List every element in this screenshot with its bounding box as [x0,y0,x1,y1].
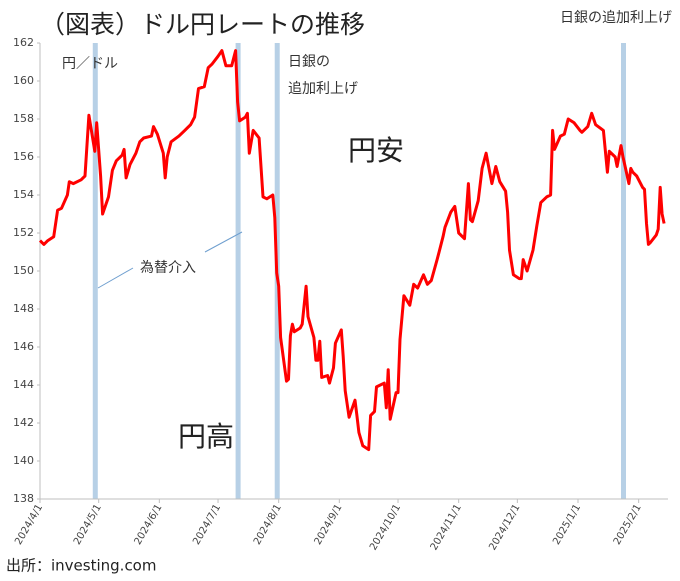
price-line [38,49,666,452]
chart-title: （図表）ドル円レートの推移 [40,10,365,39]
y-tick-label: 156 [13,150,34,163]
x-tick-label: 2024/5/1 [72,503,104,547]
y-tick-label: 142 [13,416,34,429]
y-tick-label: 138 [13,492,34,505]
x-tick-label: 2024/12/1 [487,503,522,553]
x-tick-label: 2024/8/1 [252,503,284,547]
x-tick-label: 2024/9/1 [313,503,345,547]
leader-line [204,231,243,253]
x-tick-label: 2024/7/1 [191,503,223,547]
y-tick-label: 140 [13,454,34,467]
y-axis-label: 円／ドル [62,56,118,72]
annotation: 追加利上げ [288,81,358,97]
y-tick-label: 150 [13,264,34,277]
y-tick-label: 148 [13,302,34,315]
event-band [621,43,627,499]
y-tick-label: 152 [13,226,34,239]
annotation: 円高 [178,420,234,453]
y-tick-label: 144 [13,378,34,391]
y-tick-label: 146 [13,340,34,353]
annotation: 日銀の [288,54,330,70]
x-tick-label: 2025/2/1 [612,503,644,547]
annotation: 円安 [348,134,404,167]
x-tick-label: 2024/10/1 [368,503,403,553]
x-tick-label: 2024/6/1 [133,503,165,547]
annotation: 日銀の追加利上げ [560,10,672,26]
source: 出所：investing.com [6,557,156,575]
y-tick-label: 158 [13,112,34,125]
x-tick-label: 2025/1/1 [551,503,583,547]
annotation: 為替介入 [140,260,196,276]
y-tick-label: 154 [13,188,34,201]
event-band [92,43,98,499]
leader-line [97,267,134,289]
y-tick-label: 162 [13,36,34,49]
x-tick-label: 2024/11/1 [429,503,464,553]
y-tick-label: 160 [13,74,34,87]
x-tick-label: 2024/4/1 [13,503,45,547]
event-band [235,43,241,499]
